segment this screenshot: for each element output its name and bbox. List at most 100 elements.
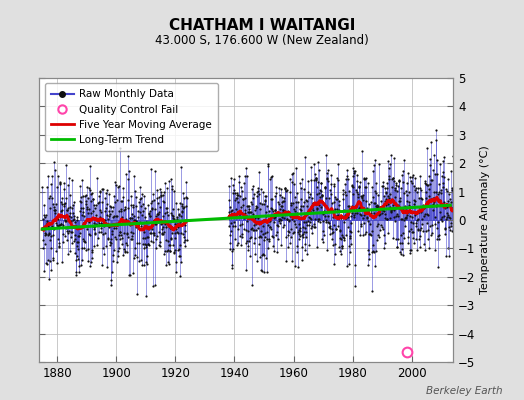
Point bbox=[272, 222, 281, 228]
Point bbox=[56, 213, 64, 219]
Point bbox=[342, 263, 351, 269]
Point bbox=[302, 198, 311, 204]
Point bbox=[350, 213, 358, 220]
Point bbox=[444, 212, 452, 218]
Point bbox=[347, 206, 355, 213]
Point bbox=[375, 234, 384, 240]
Point bbox=[140, 235, 149, 241]
Point bbox=[326, 181, 335, 188]
Point bbox=[175, 212, 183, 218]
Point bbox=[410, 198, 419, 204]
Point bbox=[91, 231, 100, 237]
Point bbox=[408, 179, 416, 186]
Point bbox=[364, 262, 373, 268]
Point bbox=[339, 187, 347, 193]
Point bbox=[399, 230, 408, 236]
Point bbox=[324, 218, 332, 225]
Point bbox=[70, 199, 78, 205]
Point bbox=[126, 236, 135, 242]
Point bbox=[317, 204, 325, 210]
Point bbox=[425, 173, 433, 179]
Point bbox=[358, 197, 367, 203]
Point bbox=[430, 199, 438, 206]
Point bbox=[280, 198, 288, 204]
Point bbox=[357, 195, 366, 202]
Point bbox=[170, 249, 178, 256]
Point bbox=[255, 191, 263, 198]
Point bbox=[230, 223, 238, 229]
Point bbox=[64, 175, 73, 182]
Point bbox=[445, 227, 454, 234]
Point bbox=[127, 228, 136, 235]
Point bbox=[235, 213, 243, 220]
Point bbox=[441, 225, 449, 231]
Point bbox=[294, 229, 302, 235]
Point bbox=[425, 162, 434, 168]
Point bbox=[302, 197, 311, 203]
Point bbox=[97, 209, 105, 216]
Point bbox=[115, 208, 124, 214]
Point bbox=[296, 180, 304, 186]
Point bbox=[257, 267, 265, 273]
Point bbox=[112, 213, 121, 219]
Point bbox=[234, 240, 243, 246]
Point bbox=[435, 180, 443, 187]
Point bbox=[320, 201, 328, 208]
Point bbox=[254, 185, 262, 191]
Point bbox=[140, 229, 148, 235]
Point bbox=[343, 167, 352, 173]
Point bbox=[348, 183, 356, 189]
Point bbox=[368, 183, 376, 190]
Point bbox=[435, 198, 444, 204]
Point bbox=[378, 224, 386, 230]
Point bbox=[375, 210, 384, 217]
Point bbox=[445, 190, 453, 197]
Point bbox=[40, 211, 49, 218]
Point bbox=[104, 235, 113, 242]
Point bbox=[409, 219, 417, 226]
Point bbox=[149, 283, 157, 289]
Point bbox=[121, 206, 129, 212]
Point bbox=[324, 167, 333, 174]
Point bbox=[334, 223, 342, 230]
Point bbox=[52, 201, 60, 207]
Point bbox=[381, 196, 390, 203]
Point bbox=[423, 236, 432, 242]
Point bbox=[53, 222, 61, 228]
Point bbox=[250, 235, 259, 242]
Point bbox=[233, 195, 242, 201]
Point bbox=[126, 272, 134, 278]
Point bbox=[312, 175, 321, 181]
Point bbox=[436, 209, 445, 215]
Point bbox=[333, 206, 341, 212]
Point bbox=[383, 216, 391, 222]
Point bbox=[290, 206, 298, 212]
Point bbox=[243, 203, 251, 210]
Point bbox=[113, 196, 122, 203]
Point bbox=[336, 228, 345, 234]
Point bbox=[379, 207, 387, 213]
Point bbox=[333, 177, 342, 183]
Point bbox=[113, 258, 121, 265]
Point bbox=[276, 186, 285, 192]
Point bbox=[68, 217, 77, 224]
Point bbox=[242, 266, 250, 273]
Point bbox=[405, 199, 413, 205]
Point bbox=[429, 200, 437, 207]
Point bbox=[434, 264, 443, 270]
Point bbox=[279, 206, 288, 213]
Point bbox=[127, 202, 135, 208]
Point bbox=[290, 218, 299, 224]
Point bbox=[353, 172, 361, 178]
Point bbox=[39, 245, 48, 251]
Point bbox=[413, 189, 421, 196]
Point bbox=[370, 157, 379, 163]
Point bbox=[292, 204, 300, 211]
Point bbox=[370, 200, 378, 206]
Point bbox=[400, 203, 409, 210]
Point bbox=[71, 250, 80, 256]
Point bbox=[295, 236, 303, 242]
Point bbox=[237, 214, 245, 220]
Point bbox=[392, 244, 401, 250]
Point bbox=[48, 200, 57, 207]
